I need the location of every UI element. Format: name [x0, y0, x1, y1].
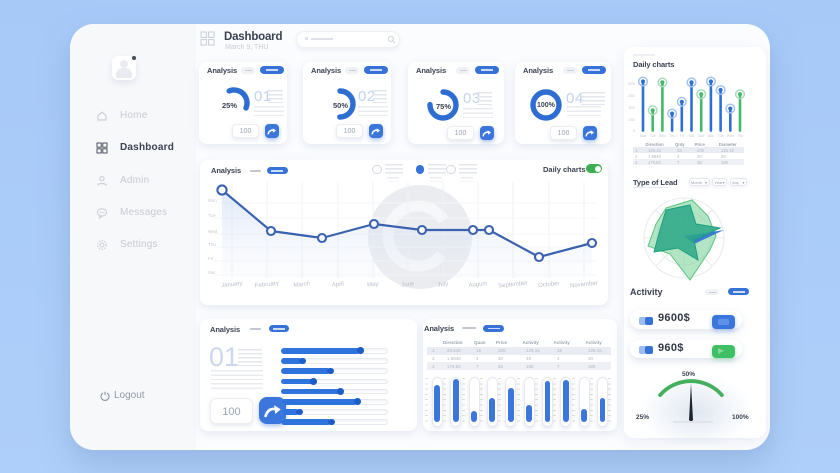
svg-text:May: May — [367, 281, 379, 288]
svg-text:Mon: Mon — [208, 198, 217, 203]
svg-text:150: 150 — [628, 117, 635, 122]
svg-text:September: September — [498, 280, 528, 289]
svg-text:Wed: Wed — [208, 229, 218, 234]
svg-text:January: January — [221, 281, 243, 289]
svg-text:June: June — [401, 281, 415, 288]
svg-text:Sun: Sun — [698, 134, 704, 138]
svg-text:300: 300 — [628, 105, 635, 110]
svg-text:Mon: Mon — [708, 134, 715, 138]
svg-text:Tue: Tue — [718, 134, 724, 138]
svg-text:April: April — [332, 281, 345, 288]
svg-text:Thu: Thu — [737, 134, 743, 138]
svg-text:Wed: Wed — [659, 134, 666, 138]
svg-text:March: March — [293, 281, 310, 289]
svg-text:Mon: Mon — [640, 134, 647, 138]
svg-text:Sat: Sat — [208, 270, 216, 275]
svg-text:August: August — [468, 281, 488, 289]
svg-text:July: July — [437, 281, 448, 288]
svg-text:October: October — [538, 281, 560, 289]
svg-text:600: 600 — [628, 81, 635, 86]
svg-text:Thu: Thu — [669, 134, 675, 138]
svg-text:Fri: Fri — [208, 256, 213, 261]
svg-text:February: February — [255, 281, 280, 289]
svg-text:November: November — [570, 281, 598, 290]
svg-text:450: 450 — [628, 93, 635, 98]
svg-text:0: 0 — [633, 128, 636, 133]
svg-text:Thu: Thu — [208, 242, 216, 247]
svg-text:Sat: Sat — [689, 134, 694, 138]
svg-text:Tue: Tue — [208, 213, 216, 218]
svg-text:Tue: Tue — [650, 134, 656, 138]
svg-text:Wed: Wed — [727, 134, 734, 138]
svg-text:Fri: Fri — [680, 134, 684, 138]
